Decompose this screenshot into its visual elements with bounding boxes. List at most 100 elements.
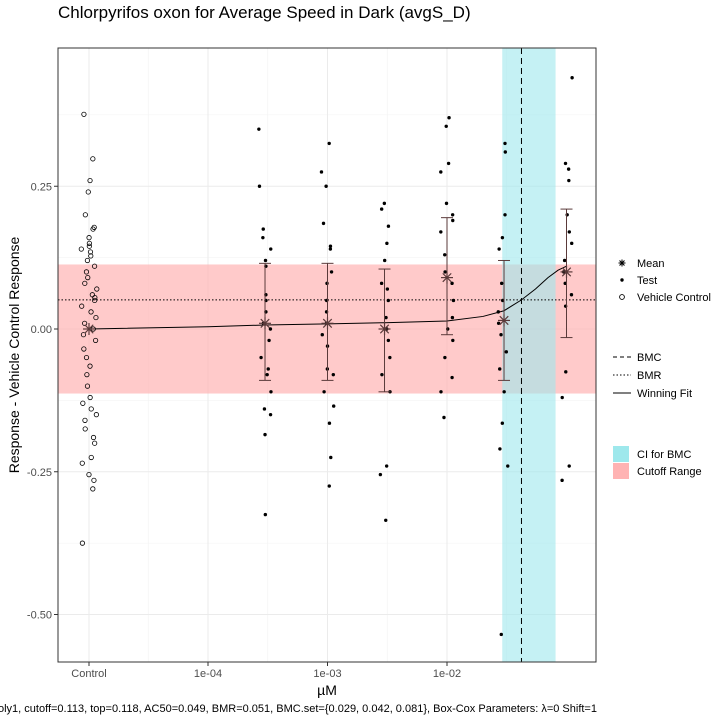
test-point — [451, 218, 455, 223]
test-point — [327, 484, 331, 488]
test-point — [386, 224, 391, 228]
test-point — [263, 432, 267, 437]
test-point — [503, 150, 508, 154]
test-point — [328, 247, 333, 251]
legend-label: Winning Fit — [637, 388, 692, 400]
vehicle-control-point — [91, 477, 97, 483]
vehicle-control-point — [93, 314, 99, 321]
vehicle-control-point — [86, 243, 92, 249]
vehicle-control-point — [82, 417, 88, 423]
test-point — [450, 315, 455, 320]
test-point — [443, 355, 447, 360]
vehicle-control-point — [90, 434, 97, 441]
test-point — [451, 338, 455, 343]
test-point — [382, 201, 387, 206]
test-point — [321, 221, 326, 226]
test-point — [570, 241, 574, 246]
test-point — [322, 390, 326, 394]
test-point — [567, 230, 572, 234]
vehicle-control-point — [88, 253, 94, 259]
caption: oly1, cutoff=0.113, top=0.118, AC50=0.04… — [0, 703, 597, 715]
mean-marker — [321, 317, 334, 330]
vehicle-control-point — [84, 257, 91, 264]
vehicle-control-point — [92, 297, 98, 304]
legend-item-solid: Winning Fit — [613, 388, 692, 400]
x-axis-title: µM — [317, 682, 337, 698]
test-point — [443, 253, 447, 257]
test-point — [266, 367, 270, 371]
test-point — [500, 421, 505, 425]
test-point — [565, 213, 569, 217]
x-tick-label: 1e-02 — [433, 668, 461, 680]
test-point — [379, 281, 384, 286]
test-point — [569, 293, 574, 297]
mean-marker — [441, 271, 453, 284]
test-point — [500, 235, 505, 240]
test-point — [385, 241, 389, 246]
test-point — [385, 287, 390, 291]
mean-marker — [259, 317, 272, 330]
vehicle-control-point — [87, 177, 93, 184]
test-point — [257, 127, 261, 131]
legend: Mean Test Vehicle Control BMC BMR Winning Fit… — [613, 258, 711, 479]
legend-item-fill: CI for BMC — [613, 446, 691, 462]
test-point — [267, 338, 271, 343]
test-point — [502, 390, 506, 394]
vehicle-control-point — [82, 280, 88, 286]
vehicle-control-point — [91, 263, 98, 269]
test-point — [563, 161, 568, 166]
test-point — [263, 258, 268, 263]
test-point — [566, 167, 571, 171]
y-tick-label: -0.25 — [27, 467, 52, 479]
test-point — [257, 184, 262, 188]
test-point — [567, 178, 571, 183]
test-point — [450, 281, 454, 286]
test-point — [268, 412, 273, 417]
test-point — [439, 390, 443, 394]
test-point — [268, 327, 273, 331]
test-point — [269, 247, 273, 251]
test-point — [384, 315, 388, 320]
legend-label: Mean — [637, 258, 665, 270]
test-point — [386, 298, 390, 303]
test-point — [499, 632, 503, 637]
vehicle-control-point — [92, 294, 98, 301]
control-mean-marker — [83, 323, 95, 335]
test-point — [259, 355, 263, 360]
test-point — [499, 281, 504, 286]
test-point — [443, 270, 447, 274]
test-point — [498, 367, 502, 371]
test-point — [380, 372, 384, 377]
chart-title: Chlorpyrifos oxon for Average Speed in D… — [58, 3, 471, 22]
x-tick-label: Control — [71, 668, 106, 680]
mean-marker — [378, 323, 391, 335]
vehicle-control-point — [88, 309, 94, 315]
legend-item-asterisk: Mean — [618, 258, 665, 270]
test-point — [265, 372, 269, 377]
vehicle-control-point — [84, 372, 90, 378]
legend-swatch — [613, 463, 629, 479]
test-point — [497, 247, 501, 251]
test-point — [384, 518, 388, 522]
y-tick-label: -0.50 — [27, 610, 52, 622]
mean-marker — [560, 265, 573, 278]
legend-item-dashed: BMC — [613, 352, 662, 364]
test-point — [378, 472, 383, 477]
vehicle-control-point — [82, 426, 88, 432]
legend-label: CI for BMC — [637, 449, 691, 461]
test-point — [382, 258, 387, 263]
vehicle-control-point — [83, 354, 90, 361]
test-point — [329, 455, 333, 460]
test-point — [386, 338, 391, 343]
legend-item-fill: Cutoff Range — [613, 463, 702, 479]
vehicle-control-point — [84, 383, 91, 389]
bmc-ci-band — [502, 48, 556, 662]
test-point — [331, 404, 336, 408]
test-point — [503, 141, 507, 146]
test-point — [262, 407, 267, 411]
vehicle-control-point — [81, 111, 87, 117]
vehicle-control-point — [90, 156, 96, 162]
vehicle-control-point — [90, 226, 96, 232]
test-point — [269, 390, 273, 394]
